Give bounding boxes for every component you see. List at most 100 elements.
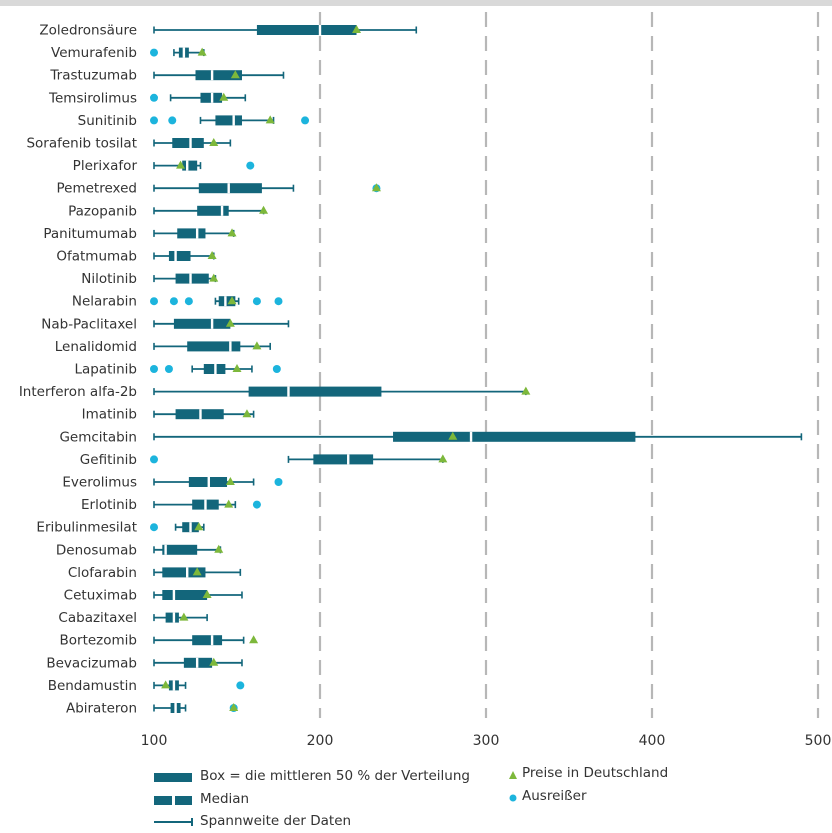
category-label: Bortezomib — [60, 633, 138, 649]
box — [192, 635, 222, 645]
median-mark — [186, 161, 188, 171]
median-mark — [199, 409, 201, 419]
median-mark — [470, 432, 472, 442]
outlier-point — [275, 478, 283, 486]
outlier-point — [150, 365, 158, 373]
category-label: Pemetrexed — [57, 181, 138, 197]
category-label: Nelarabin — [72, 294, 137, 310]
category-label: Eribulinmesilat — [36, 520, 137, 536]
category-label: Pazopanib — [68, 203, 137, 219]
outlier-point — [253, 501, 261, 509]
legend-range-label: Spannweite der Daten — [200, 813, 351, 829]
median-mark — [173, 613, 175, 623]
category-label: Bendamustin — [48, 678, 137, 694]
box — [199, 183, 262, 193]
median-mark — [287, 387, 289, 397]
category-label: Interferon alfa-2b — [19, 384, 137, 400]
median-mark — [189, 138, 191, 148]
box — [172, 138, 204, 148]
median-mark — [319, 25, 321, 35]
x-tick-label: 200 — [307, 733, 334, 749]
median-mark — [174, 703, 176, 713]
median-mark — [347, 454, 349, 464]
category-label: Denosumab — [56, 542, 137, 558]
legend-box-label: Box = die mittleren 50 % der Verteilung — [200, 768, 470, 784]
median-mark — [211, 635, 213, 645]
category-label: Zoledronsäure — [39, 23, 137, 39]
price-marker — [252, 341, 261, 349]
category-label: Temsirolimus — [48, 90, 137, 106]
box — [182, 161, 197, 171]
median-mark — [224, 296, 226, 306]
price-marker — [209, 138, 218, 146]
median-mark — [221, 206, 223, 216]
outlier-point — [150, 94, 158, 102]
median-mark — [173, 680, 175, 690]
category-label: Lapatinib — [74, 362, 137, 378]
outlier-point — [246, 162, 254, 170]
legend-outlier-dot-icon — [508, 793, 518, 803]
median-mark — [174, 251, 176, 261]
x-tick-label: 300 — [473, 733, 500, 749]
price-marker — [161, 680, 170, 688]
price-marker — [228, 228, 237, 236]
outlier-point — [170, 297, 178, 305]
median-mark — [232, 115, 234, 125]
price-marker — [438, 454, 447, 462]
median-mark — [173, 590, 175, 600]
category-label: Sunitinib — [78, 113, 137, 129]
outlier-point — [236, 681, 244, 689]
legend-median-swatch — [154, 796, 192, 805]
outlier-point — [273, 365, 281, 373]
category-label: Cabazitaxel — [58, 610, 137, 626]
median-mark — [186, 567, 188, 577]
outlier-point — [253, 297, 261, 305]
box — [169, 251, 191, 261]
price-marker — [242, 409, 251, 417]
price-marker — [259, 206, 268, 214]
price-marker — [179, 613, 188, 621]
box — [162, 590, 207, 600]
category-label: Nab-Paclitaxel — [41, 316, 137, 332]
median-mark — [211, 319, 213, 329]
category-label: Gefitinib — [80, 452, 137, 468]
price-marker — [233, 364, 242, 372]
outlier-point — [150, 455, 158, 463]
price-marker — [226, 477, 235, 485]
box — [166, 613, 179, 623]
outlier-point — [150, 49, 158, 57]
category-label: Plerixafor — [73, 158, 138, 174]
median-mark — [196, 228, 198, 238]
x-tick-label: 500 — [805, 733, 832, 749]
top-bar — [0, 0, 832, 6]
median-mark — [189, 274, 191, 284]
category-label: Everolimus — [62, 475, 137, 491]
x-tick-label: 100 — [141, 733, 168, 749]
box — [174, 319, 230, 329]
legend-box-swatch — [154, 773, 192, 782]
outlier-point — [185, 297, 193, 305]
median-mark — [164, 545, 166, 555]
median-mark — [211, 70, 213, 80]
median-mark — [183, 48, 185, 58]
price-marker — [198, 48, 207, 56]
median-mark — [208, 477, 210, 487]
outlier-point — [168, 116, 176, 124]
category-label: Gemcitabin — [59, 429, 137, 445]
box — [162, 545, 197, 555]
outlier-point — [150, 523, 158, 531]
box — [197, 206, 229, 216]
category-label: Cetuximab — [64, 588, 137, 604]
price-marker — [224, 500, 233, 508]
median-mark — [229, 341, 231, 351]
box — [187, 341, 240, 351]
legend-price-triangle-icon — [508, 770, 518, 780]
category-label: Erlotinib — [81, 497, 137, 513]
category-label: Clofarabin — [68, 565, 137, 581]
category-label: Panitumumab — [43, 226, 137, 242]
x-tick-label: 400 — [639, 733, 666, 749]
outlier-point — [165, 365, 173, 373]
outlier-point — [150, 116, 158, 124]
legend-outlier-label: Ausreißer — [522, 788, 587, 804]
category-label: Lenalidomid — [55, 339, 137, 355]
